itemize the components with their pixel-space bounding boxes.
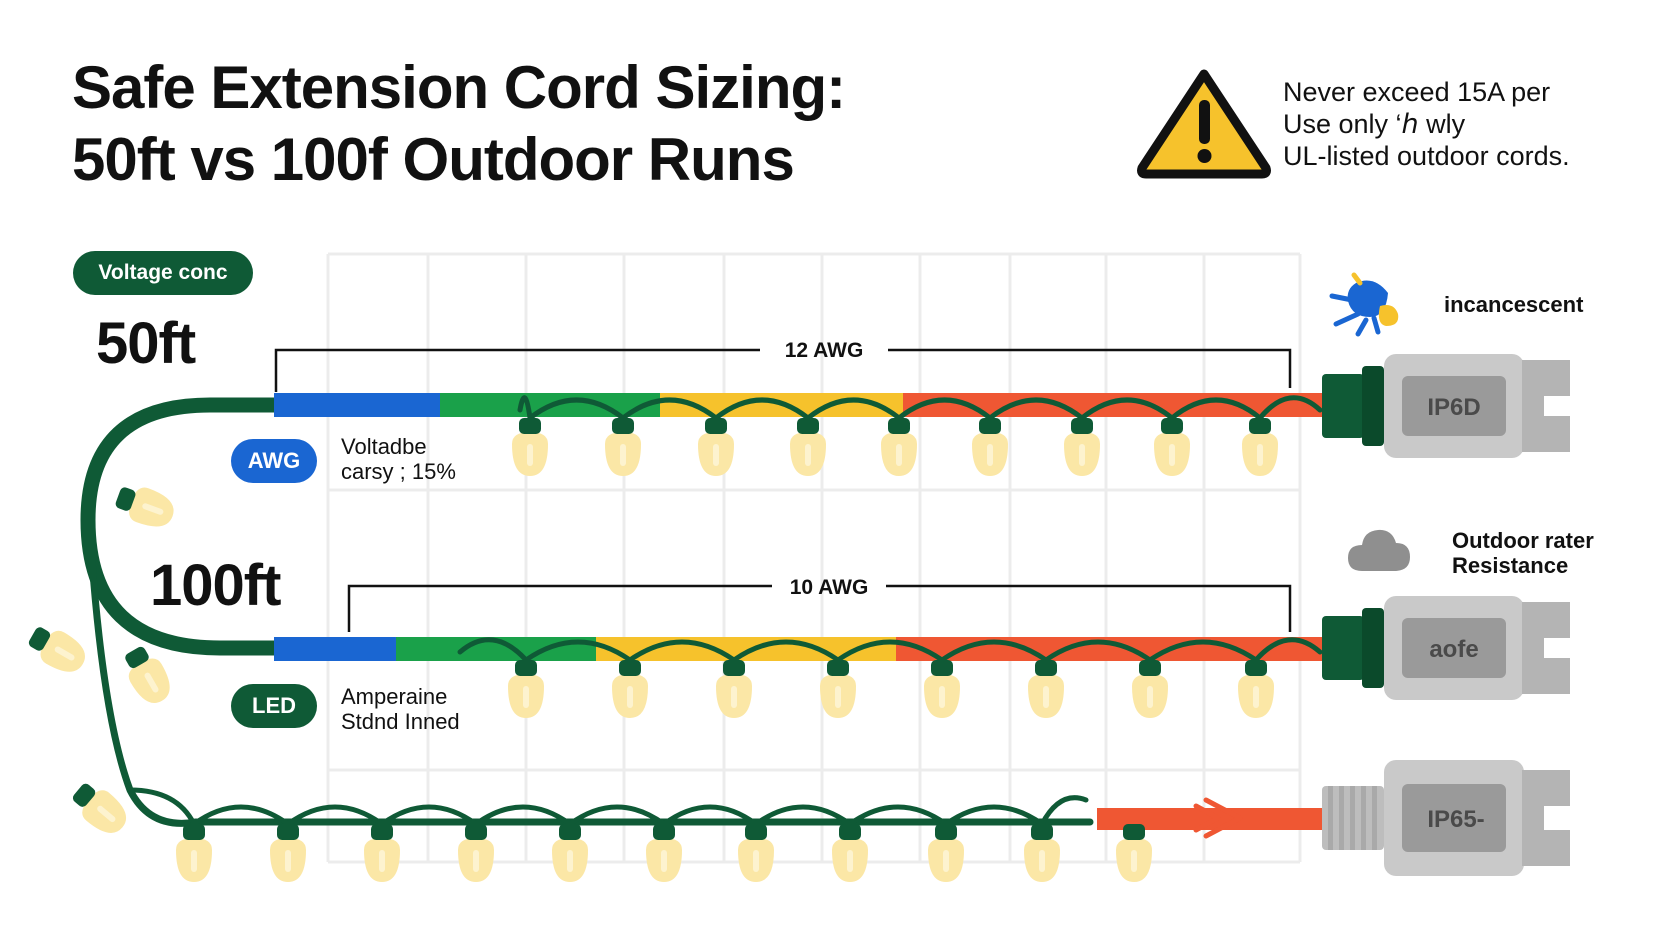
bulb-icon xyxy=(552,824,588,882)
loose-bulb xyxy=(28,627,85,672)
bulb-icon xyxy=(820,660,856,718)
bulb-icon xyxy=(364,824,400,882)
loose-bulb xyxy=(115,487,174,527)
bulb-icon xyxy=(508,660,544,718)
bulb-icon xyxy=(512,418,548,476)
warning-triangle-icon xyxy=(1137,69,1271,179)
light-string-100ft xyxy=(457,637,1323,718)
run-100ft-note: Amperaine Stdnd Inned xyxy=(341,684,460,734)
bulb-icon xyxy=(646,824,682,882)
cloud-icon xyxy=(1348,529,1410,571)
bulb-icon xyxy=(612,660,648,718)
plug-label-bottom: IP65- xyxy=(1427,806,1484,833)
bulb-icon xyxy=(1024,824,1060,882)
bulb-icon xyxy=(1154,418,1190,476)
voltage-pill: Voltage conc xyxy=(73,251,253,295)
gauge-label-12awg: 12 AWG xyxy=(785,339,864,362)
warning-line-3: UL-listed outdoor cords. xyxy=(1283,141,1570,171)
loose-bulb xyxy=(125,646,170,703)
legend-outdoor: Outdoor rater Resistance xyxy=(1452,528,1594,578)
plugs: IP6D aofe IP65- xyxy=(1322,354,1570,876)
bulb-icon xyxy=(790,418,826,476)
bulb-icon xyxy=(698,418,734,476)
run-50ft-label: 50ft xyxy=(96,311,196,376)
bulb-icon xyxy=(1238,660,1274,718)
plug-bottom: IP65- xyxy=(1322,760,1570,876)
loose-bulbs xyxy=(28,487,174,833)
plug-label-50ft: IP6D xyxy=(1427,394,1480,421)
bulb-icon xyxy=(1242,418,1278,476)
bulb-icon xyxy=(924,660,960,718)
legend-outdoor-line-2: Resistance xyxy=(1452,553,1569,578)
run-100ft-note-line-1: Amperaine xyxy=(341,684,448,709)
run-50ft-note: Voltadbe carsy ; 15% xyxy=(341,434,456,484)
background-grid xyxy=(326,252,1302,864)
bulb-icon xyxy=(881,418,917,476)
bulb-icon xyxy=(1132,660,1168,718)
legend-incandescent-label: incancescent xyxy=(1444,292,1584,317)
bulb-icon xyxy=(72,783,126,833)
bulb-icon xyxy=(1116,824,1152,882)
diagram-title: Safe Extension Cord Sizing: 50ft vs 100f… xyxy=(72,52,846,196)
run-50ft-note-line-1: Voltadbe xyxy=(341,434,427,459)
led-pill: LED xyxy=(231,684,317,728)
run-100ft-note-line-2: Stdnd Inned xyxy=(341,709,460,734)
bulb-icon xyxy=(972,418,1008,476)
plug-100ft: aofe xyxy=(1322,596,1570,700)
bulb-icon xyxy=(928,824,964,882)
run-100ft-label: 100ft xyxy=(150,553,281,618)
light-strings xyxy=(127,395,1323,882)
bulb-icon xyxy=(832,824,868,882)
cord-bottom-red xyxy=(1097,797,1323,839)
dimension-line-10awg: 10 AWG xyxy=(347,576,1292,632)
gauge-label-10awg: 10 AWG xyxy=(790,576,869,599)
awg-pill: AWG xyxy=(231,439,317,483)
bulb-icon xyxy=(125,646,170,703)
title-line-1: Safe Extension Cord Sizing: xyxy=(72,54,846,121)
bulb-icon xyxy=(270,824,306,882)
bulb-icon xyxy=(1064,418,1100,476)
bulb-icon xyxy=(1028,660,1064,718)
light-string-bottom xyxy=(127,787,1152,882)
light-string-50ft xyxy=(512,395,1323,476)
warning-line-2: Use only ‘ℎ wly xyxy=(1283,109,1466,139)
plug-50ft: IP6D xyxy=(1322,354,1570,458)
plug-label-100ft: aofe xyxy=(1429,636,1478,663)
bulb-icon xyxy=(176,824,212,882)
bulb-icon xyxy=(115,487,174,527)
warning-line-1: Never exceed 15A per xyxy=(1283,77,1551,107)
bulb-icon xyxy=(716,660,752,718)
run-50ft-note-line-2: carsy ; 15% xyxy=(341,459,456,484)
bulb-icon xyxy=(28,627,85,672)
legend-incandescent: incancescent xyxy=(1444,292,1583,317)
title-line-2: 50ft vs 100f Outdoor Runs xyxy=(72,126,795,193)
bulb-icon xyxy=(458,824,494,882)
warning-text: Never exceed 15A per Use only ‘ℎ wly UL-… xyxy=(1283,76,1570,172)
bulb-icon xyxy=(605,418,641,476)
bulb-icon xyxy=(738,824,774,882)
loose-bulb xyxy=(72,783,126,833)
legend-outdoor-line-1: Outdoor rater xyxy=(1452,528,1594,553)
dimension-line-12awg: 12 AWG xyxy=(274,339,1292,392)
bulb-splash-icon xyxy=(1329,272,1399,337)
